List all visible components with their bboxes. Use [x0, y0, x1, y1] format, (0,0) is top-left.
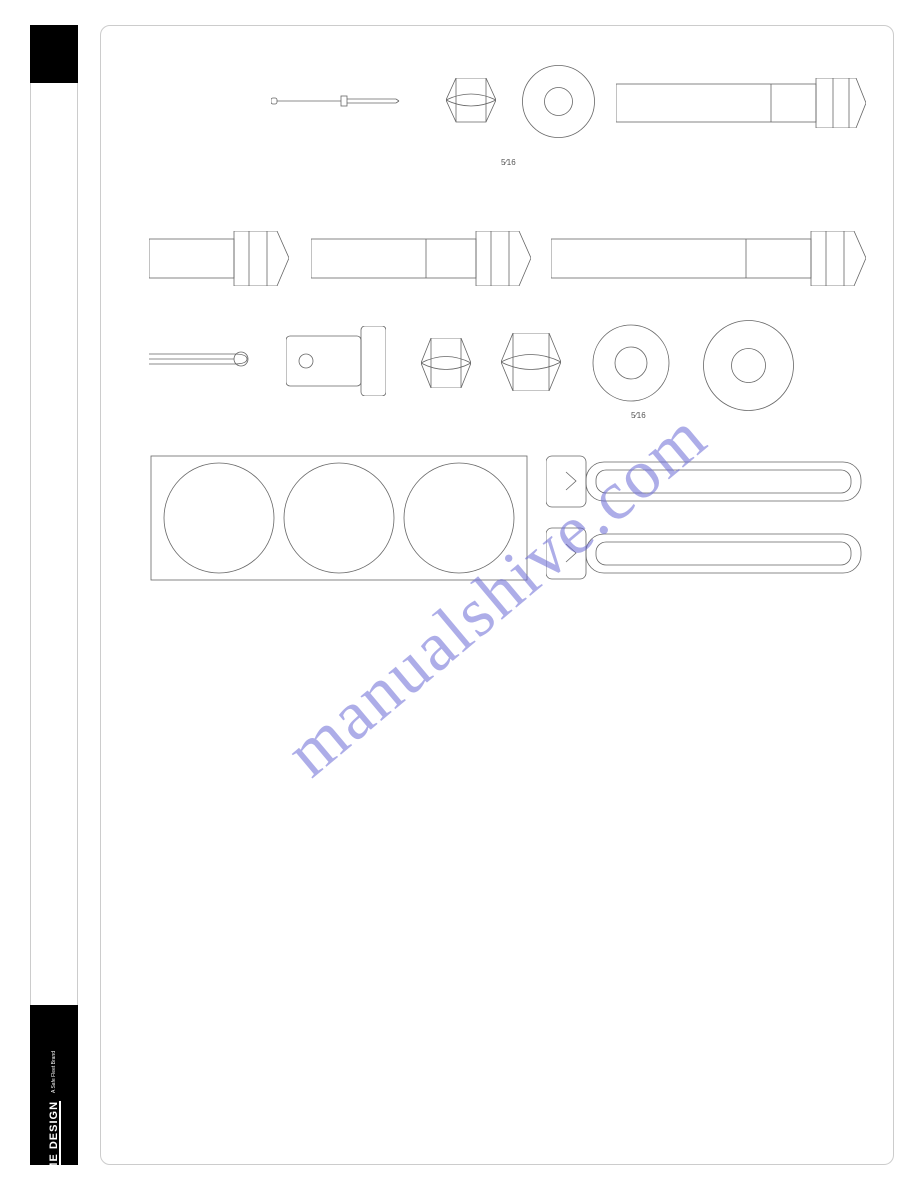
hex-bolt-icon — [616, 78, 866, 128]
hex-nut-icon — [446, 78, 496, 123]
sidebar-mid-block — [30, 83, 78, 1005]
clevis-pin-icon — [286, 326, 386, 396]
cotter-pin-icon — [149, 348, 259, 370]
washer-large-icon — [701, 318, 796, 413]
fraction-label-1: 5⁄16 — [501, 158, 516, 167]
brand-tagline: A Safe Fleet Brand — [51, 1051, 57, 1093]
hex-nut-large-icon — [501, 333, 561, 391]
hex-bolt-short-icon — [149, 231, 289, 286]
sidebar-brand-block: PRIME DESIGN A Safe Fleet Brand — [30, 1005, 78, 1165]
pin-icon — [271, 94, 401, 108]
hex-nut-small-icon — [421, 338, 471, 388]
fraction-label-2: 5⁄16 — [631, 411, 646, 420]
brand-name: PRIME DESIGN — [48, 1101, 60, 1193]
washer-icon — [521, 64, 596, 139]
washer-medium-icon — [591, 323, 671, 403]
cable-tie-icon — [546, 526, 866, 581]
three-hole-plate-icon — [149, 454, 529, 582]
content-frame: 5⁄16 — [100, 25, 894, 1165]
cable-tie-icon — [546, 454, 866, 509]
hex-bolt-long-icon — [551, 231, 866, 286]
sidebar: PRIME DESIGN A Safe Fleet Brand — [30, 25, 78, 1165]
hex-bolt-medium-icon — [311, 231, 531, 286]
sidebar-top-block — [30, 25, 78, 83]
